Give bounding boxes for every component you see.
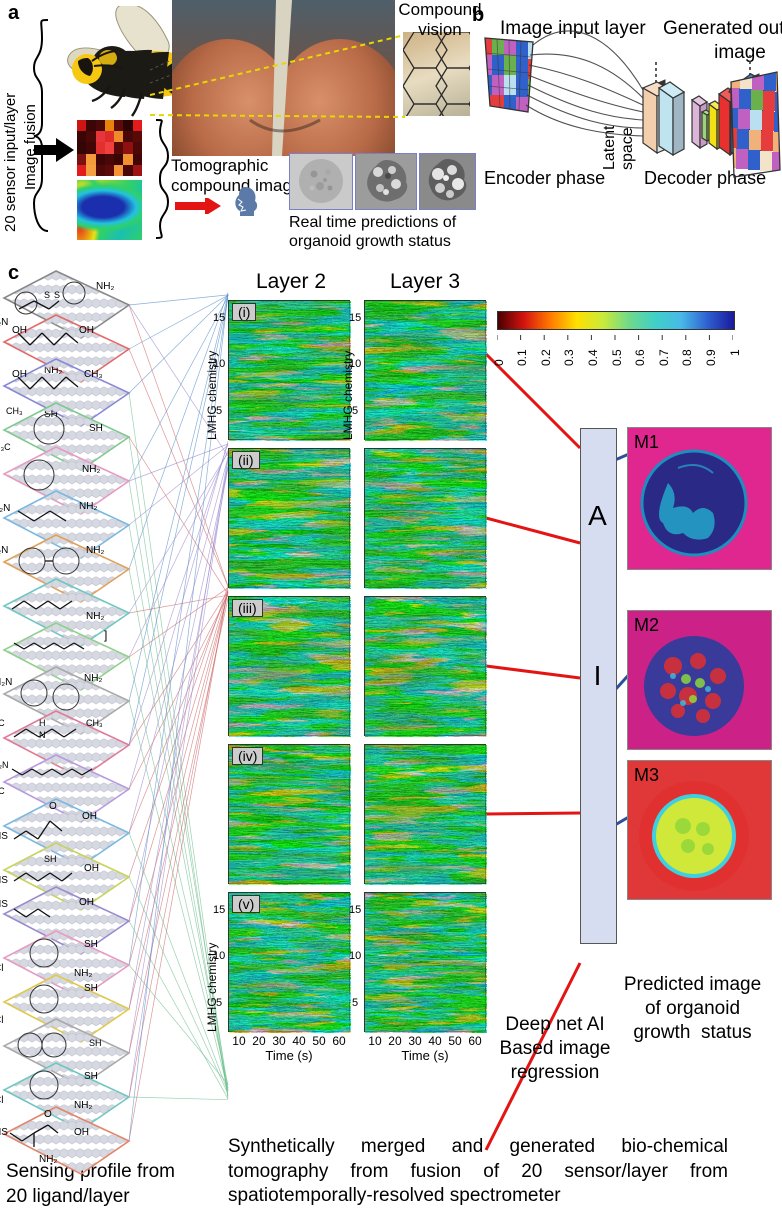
svg-text:CH₃: CH₃ bbox=[84, 369, 103, 380]
svg-text:HS: HS bbox=[0, 899, 8, 910]
svg-text:OH: OH bbox=[74, 1127, 89, 1138]
svg-text:]: ] bbox=[104, 628, 107, 642]
svg-text:SH: SH bbox=[84, 1071, 98, 1082]
svg-text:H₂N: H₂N bbox=[0, 760, 9, 770]
svg-text:NH₂: NH₂ bbox=[86, 611, 104, 622]
svg-text:SH: SH bbox=[84, 939, 98, 950]
svg-text:Cl: Cl bbox=[0, 1015, 3, 1026]
svg-text:H₃C: H₃C bbox=[0, 718, 5, 728]
svg-text:CH₃: CH₃ bbox=[86, 718, 103, 728]
svg-text:NH₂: NH₂ bbox=[82, 464, 100, 475]
svg-text:SH: SH bbox=[89, 1038, 102, 1048]
svg-text:Cl: Cl bbox=[0, 1095, 3, 1106]
svg-text:H: H bbox=[39, 718, 46, 728]
svg-text:NH₂: NH₂ bbox=[86, 545, 104, 556]
svg-text:OH: OH bbox=[12, 325, 27, 336]
svg-text:OH: OH bbox=[82, 811, 97, 822]
svg-text:H₃C: H₃C bbox=[0, 786, 5, 796]
svg-text:HS: HS bbox=[0, 1127, 8, 1138]
svg-text:CH₃: CH₃ bbox=[6, 406, 23, 416]
svg-text:N: N bbox=[39, 730, 46, 740]
svg-text:OH: OH bbox=[84, 863, 99, 874]
svg-text:SH: SH bbox=[89, 423, 103, 434]
svg-text:NH₂: NH₂ bbox=[84, 673, 102, 684]
svg-text:Cl: Cl bbox=[0, 963, 3, 974]
svg-text:O: O bbox=[49, 801, 57, 812]
svg-text:OH: OH bbox=[79, 325, 94, 336]
svg-text:O: O bbox=[44, 1109, 52, 1120]
svg-text:OH: OH bbox=[79, 897, 94, 908]
svg-text:HS: HS bbox=[0, 875, 8, 886]
svg-text:SH: SH bbox=[84, 983, 98, 994]
svg-text:NH₂: NH₂ bbox=[79, 501, 97, 512]
svg-text:SH: SH bbox=[44, 854, 57, 864]
svg-text:HS: HS bbox=[0, 831, 8, 842]
svg-text:H₂N: H₂N bbox=[0, 503, 10, 514]
svg-text:H₂N: H₂N bbox=[0, 677, 12, 688]
svg-text:H₂N: H₂N bbox=[0, 545, 8, 556]
svg-text:NH₂: NH₂ bbox=[39, 1154, 57, 1165]
svg-text:OH: OH bbox=[12, 369, 27, 380]
